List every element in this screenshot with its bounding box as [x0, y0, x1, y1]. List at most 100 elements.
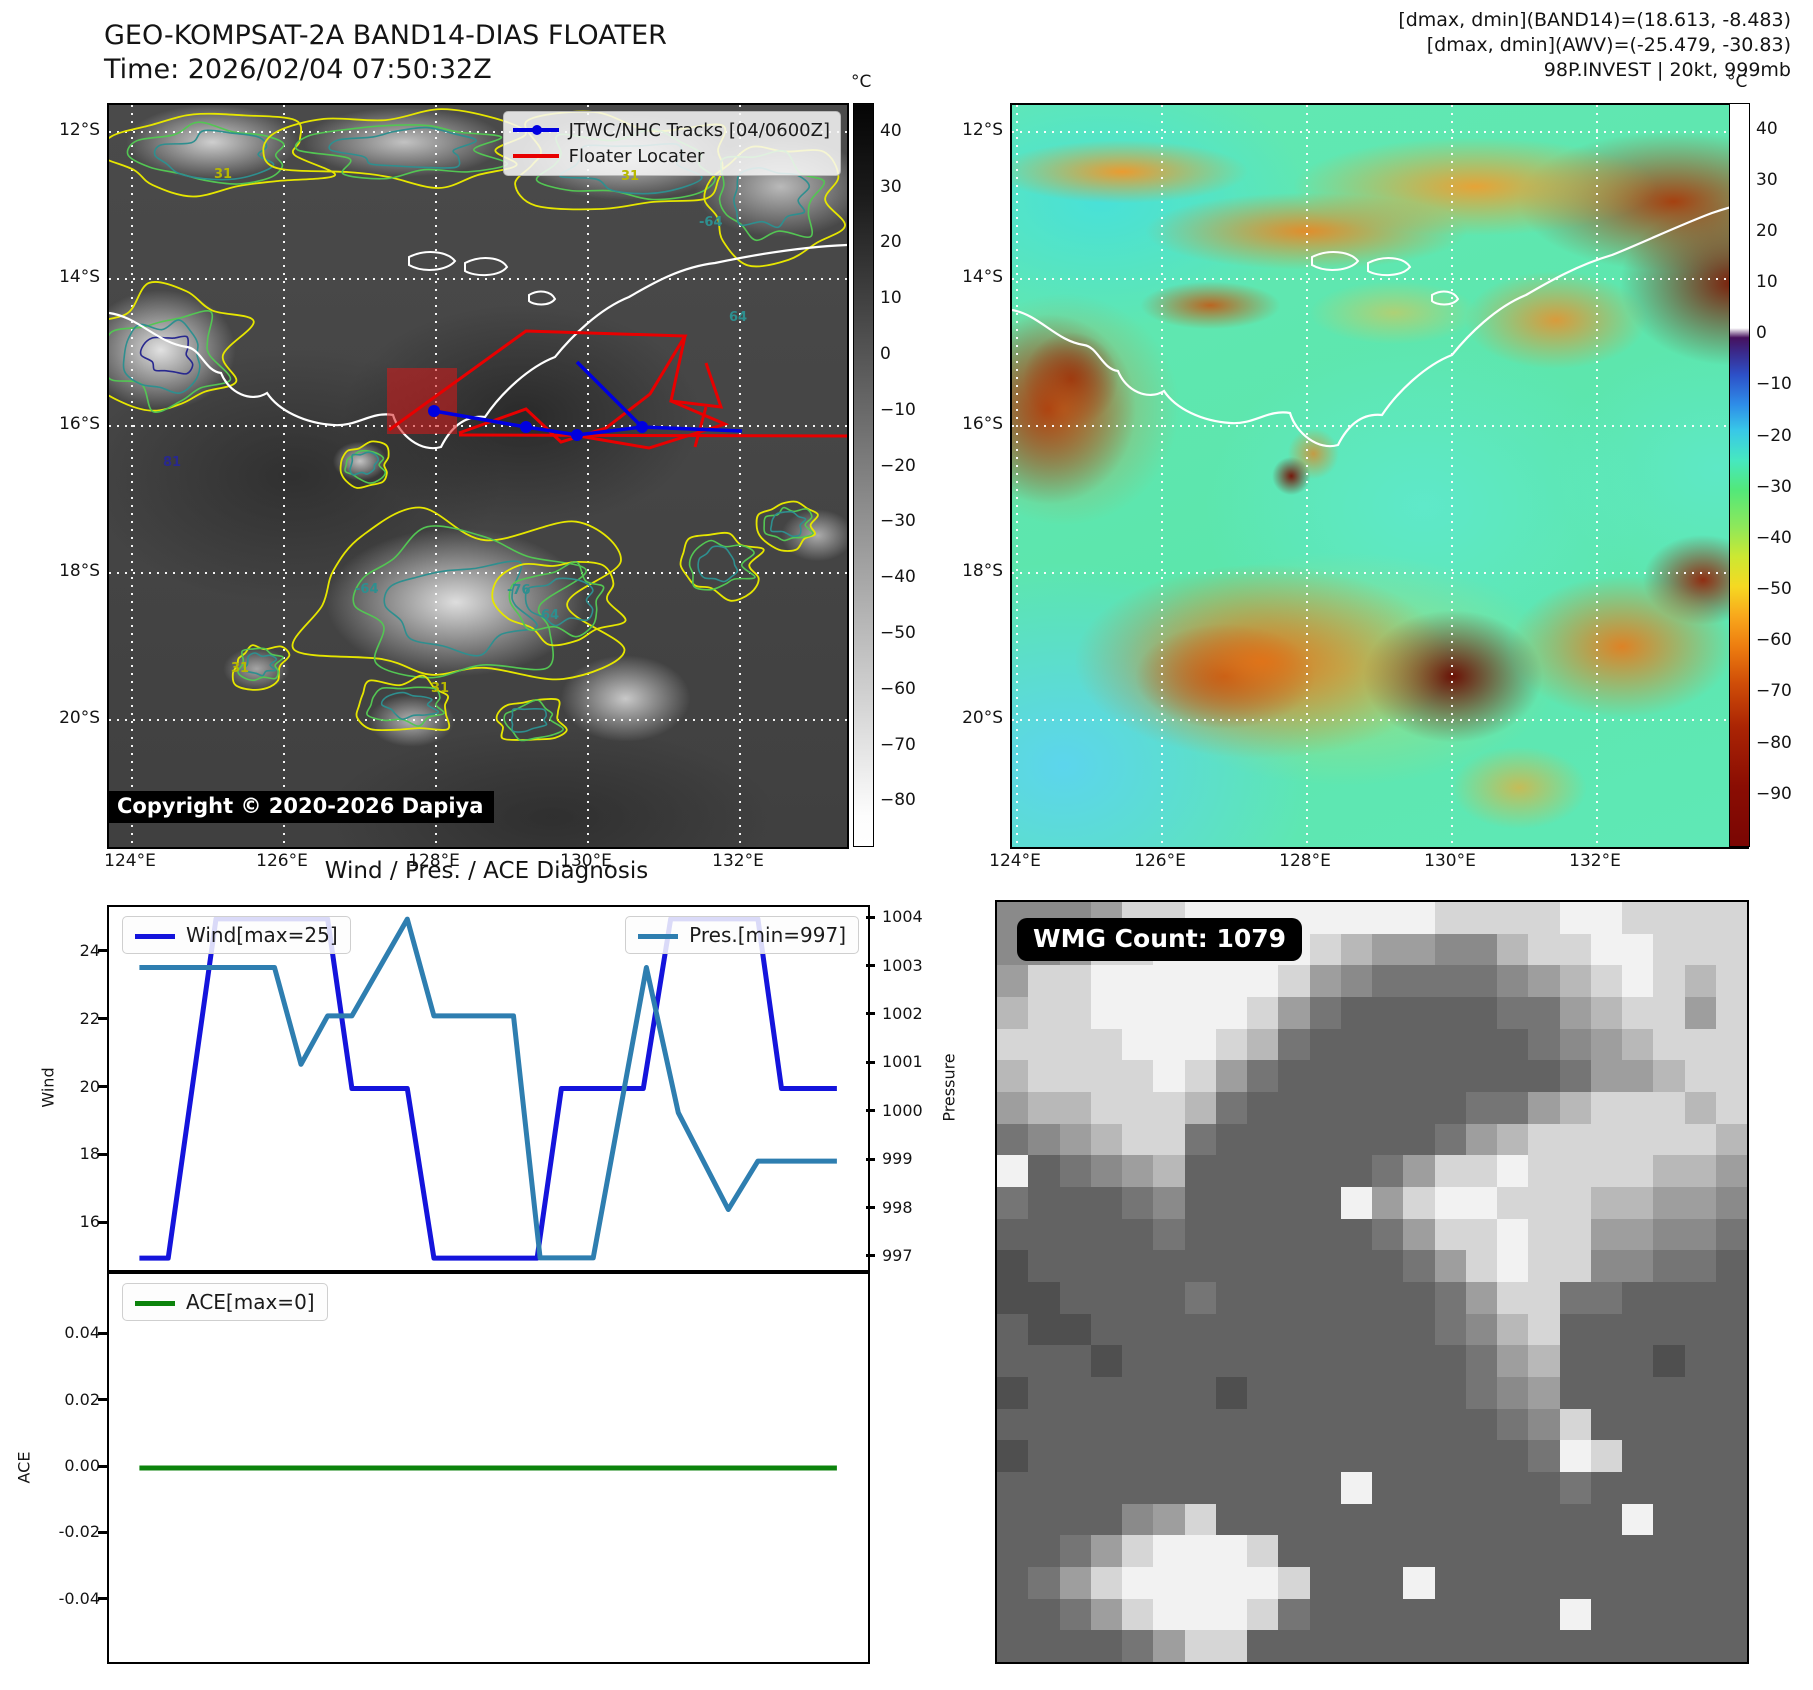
wmg-pixel: [1559, 1155, 1591, 1187]
wmg-pixel: [1590, 1598, 1622, 1631]
colorbar-tick-label: 20: [880, 232, 902, 253]
wmg-pixel: [1434, 1408, 1466, 1441]
wmg-pixel: [1278, 996, 1310, 1029]
wmg-pixel: [1090, 1218, 1122, 1251]
wmg-pixel: [1559, 1376, 1591, 1409]
wmg-pixel: [1684, 1281, 1716, 1314]
wmg-pixel: [1309, 1440, 1341, 1472]
wmg-pixel: [1059, 1598, 1091, 1631]
ace-axis-label: ACE: [14, 1451, 34, 1484]
wmg-pixel: [1590, 1091, 1622, 1124]
wmg-pixel: [1497, 1566, 1529, 1599]
wmg-pixel: [1309, 1091, 1341, 1124]
awv-satellite-map: [1010, 103, 1749, 849]
wmg-pixel: [1590, 1313, 1622, 1346]
wmg-pixel: [1122, 1440, 1154, 1472]
wmg-pixel: [1590, 1281, 1622, 1314]
wmg-pixel: [1528, 1408, 1560, 1441]
wmg-pixel: [1340, 1060, 1372, 1092]
wmg-pixel: [1340, 1028, 1372, 1061]
floater-line-sample: [512, 154, 559, 158]
wmg-pixel: [1153, 1313, 1185, 1346]
lon-tick-label: 128°E: [408, 851, 460, 871]
wmg-pixel: [1653, 1250, 1685, 1282]
wmg-pixel: [997, 1440, 1029, 1472]
wmg-pixel: [1528, 1503, 1560, 1536]
wmg-pixel: [1497, 1186, 1529, 1219]
wmg-pixel: [1122, 1281, 1154, 1314]
wmg-pixel: [1372, 1250, 1404, 1282]
colorbar-tick-label: −50: [1756, 579, 1792, 600]
lon-tick-label: 130°E: [560, 851, 612, 871]
tick-mark: [98, 1331, 107, 1335]
wmg-pixel: [1215, 1250, 1247, 1282]
wmg-pixel: [1309, 1250, 1341, 1282]
wmg-pixel: [1684, 1630, 1716, 1662]
wmg-pixel: [1028, 1471, 1060, 1504]
wmg-pixel: [1184, 1060, 1216, 1092]
wmg-pixel: [1715, 1028, 1747, 1061]
wmg-pixel: [1590, 1376, 1622, 1409]
wmg-pixel: [1715, 1566, 1747, 1599]
contour-value-label: 31: [431, 681, 450, 696]
wmg-pixel: [1090, 1345, 1122, 1377]
wmg-pixel: [997, 1091, 1029, 1124]
wmg-pixel: [1247, 996, 1279, 1029]
wmg-pixel: [1309, 1535, 1341, 1567]
wmg-pixel: [1403, 1598, 1435, 1631]
wmg-pixel: [1559, 1028, 1591, 1061]
wmg-pixel: [1528, 1535, 1560, 1567]
wmg-pixel: [1559, 1250, 1591, 1282]
wmg-pixel: [1465, 1250, 1497, 1282]
wmg-pixel: [1590, 1503, 1622, 1536]
wmg-pixel: [1590, 1123, 1622, 1156]
wmg-pixel: [1184, 1155, 1216, 1187]
wmg-pixel: [1028, 1028, 1060, 1061]
wmg-pixel: [1028, 1345, 1060, 1377]
wmg-pixel: [1559, 1598, 1591, 1631]
wmg-pixel: [1153, 1471, 1185, 1504]
wmg-pixel: [1059, 996, 1091, 1029]
wmg-pixel: [1153, 1028, 1185, 1061]
wmg-pixel: [1528, 1630, 1560, 1662]
wmg-pixel: [1622, 902, 1654, 934]
colorbar-tick-label: −70: [880, 734, 916, 755]
colorbar-tick-label: −40: [880, 567, 916, 588]
wmg-pixel: [1184, 1250, 1216, 1282]
lat-tick-label: 20°S: [962, 708, 1003, 728]
colorbar-tick-label: 0: [1756, 323, 1767, 344]
wmg-pixel: [1434, 1376, 1466, 1409]
wmg-pixel: [1403, 965, 1435, 997]
wmg-pixel: [1465, 1535, 1497, 1567]
wmg-pixel: [1528, 1440, 1560, 1472]
track-legend-label: JTWC/NHC Tracks [04/0600Z]: [568, 119, 830, 141]
wmg-pixel: [1590, 1566, 1622, 1599]
wmg-pixel: [1372, 1028, 1404, 1061]
wmg-pixel: [1653, 1535, 1685, 1567]
lon-tick-label: 132°E: [1569, 851, 1621, 871]
tick-mark: [98, 1464, 107, 1468]
legend-row-floater: Floater Locater: [512, 143, 830, 169]
tick-mark: [98, 1220, 107, 1224]
wmg-pixel: [1059, 1091, 1091, 1124]
tick-mark: [98, 1152, 107, 1156]
timestamp-label: Time: 2026/02/04 07:50:32Z: [104, 54, 492, 85]
wmg-pixel: [1340, 1630, 1372, 1662]
wmg-pixel: [1122, 1218, 1154, 1251]
wmg-pixel: [1215, 1566, 1247, 1599]
wmg-pixel: [1184, 1123, 1216, 1156]
wmg-pixel: [1122, 1630, 1154, 1662]
chart-left-tick: -0.04: [58, 1588, 100, 1608]
jtwc-track-line: [433, 409, 743, 437]
wmg-pixel: [1622, 1281, 1654, 1314]
wmg-pixel: [1622, 1250, 1654, 1282]
wmg-pixel: [1122, 1408, 1154, 1441]
chart-left-tick: 16: [79, 1212, 100, 1232]
lat-tick-label: 14°S: [962, 267, 1003, 287]
wmg-pixel: [1653, 1408, 1685, 1441]
lat-tick-label: 14°S: [59, 267, 100, 287]
wmg-pixel: [1403, 1123, 1435, 1156]
wmg-pixel: [1528, 1566, 1560, 1599]
wmg-pixel: [1090, 1471, 1122, 1504]
wmg-pixel: [1184, 1218, 1216, 1251]
